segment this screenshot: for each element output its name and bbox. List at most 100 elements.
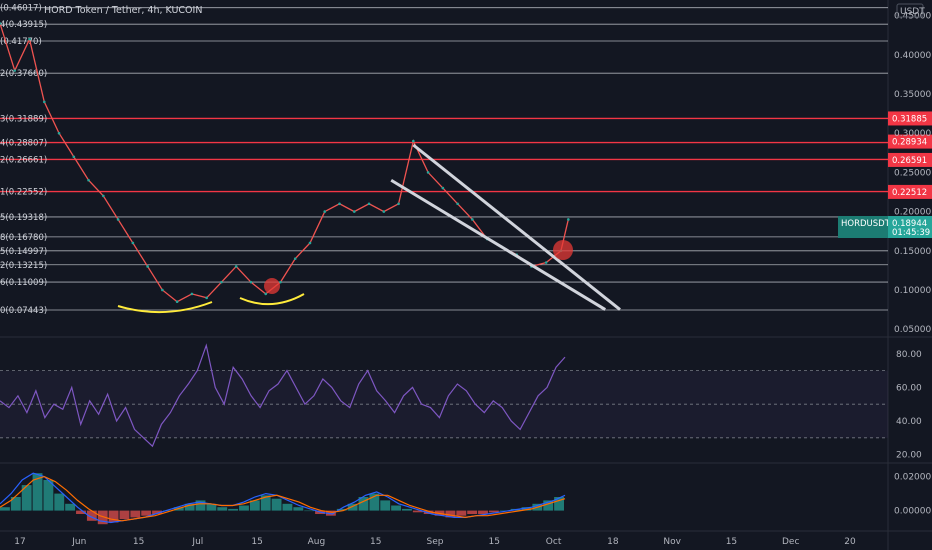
resistance-tag-label: 0.28934 (892, 138, 927, 148)
price-point (441, 186, 445, 190)
price-point (102, 194, 105, 198)
macd-histogram-bar (521, 507, 532, 511)
price-point (323, 210, 327, 213)
macd-histogram-bar (130, 510, 141, 518)
price-point (308, 241, 312, 245)
price-point (412, 139, 415, 143)
price-tick-label: 0.15000 (894, 247, 931, 257)
price-point (190, 292, 194, 296)
annotation-circle-oct (553, 240, 573, 260)
macd-histogram-bar (141, 510, 152, 516)
resistance-tag-bg (888, 184, 932, 199)
price-tick-label: 0.10000 (894, 286, 931, 296)
macd-histogram-bar (478, 510, 488, 514)
time-tick-label: Sep (427, 537, 444, 547)
price-point (131, 241, 135, 245)
support-arc-right (239, 293, 305, 306)
fib-level-label: 5(0.14997) (0, 247, 47, 257)
currency-box[interactable] (896, 3, 924, 18)
macd-histogram-bar (239, 505, 249, 511)
resistance-tag-bg (888, 152, 932, 167)
price-tag-value: 0.18944 (892, 219, 927, 229)
time-tick-label: 15 (251, 537, 262, 547)
current-price-tag: HORDUSDT 0.18944 01:45:39 (838, 216, 932, 238)
macd-histogram-bar (108, 510, 119, 523)
price-point (279, 280, 282, 284)
price-point (338, 202, 341, 206)
price-point (471, 218, 474, 221)
macd-histogram-bar (325, 510, 336, 516)
macd-histogram-bar (119, 510, 130, 520)
resistance-tag-label: 0.22512 (892, 188, 927, 198)
macd-histogram-bar (271, 498, 282, 511)
price-point (234, 265, 238, 268)
macd-histogram-bar (456, 510, 467, 516)
price-series-line (0, 23, 569, 303)
price-point (28, 37, 31, 41)
price-point (249, 280, 253, 284)
macd-histogram-bar (488, 510, 499, 513)
macd-histogram-bar (282, 503, 293, 511)
macd-signal-line (0, 475, 566, 522)
macd-histogram-bar (21, 485, 32, 511)
fib-level-label: 4(0.43915) (0, 20, 47, 30)
macd-tick-label: 0.00000 (894, 507, 931, 517)
currency-label: USDT (900, 7, 925, 17)
resistance-tag-bg (888, 111, 932, 126)
price-point (146, 265, 149, 268)
fib-level-label: 4(0.28807) (0, 139, 47, 149)
price-tick-label: 0.25000 (894, 168, 931, 178)
macd-histogram-bar (152, 510, 162, 514)
price-point (567, 218, 570, 221)
price-point (175, 300, 179, 304)
rsi-tick-label: 40.00 (896, 417, 922, 427)
price-point (220, 280, 223, 284)
fib-level-label: 2(0.13215) (0, 261, 47, 271)
macd-histogram-bar (97, 510, 108, 525)
rsi-line (0, 343, 566, 448)
symbol-tag-text: HORDUSDT (841, 219, 891, 229)
price-tick-label: 0.40000 (894, 51, 931, 61)
time-tick-label: Aug (308, 537, 326, 547)
price-point (42, 100, 46, 104)
time-tick-label: Oct (546, 537, 562, 547)
fib-level-label: 8(0.16780) (0, 233, 47, 243)
price-tag-countdown: 01:45:39 (892, 228, 930, 238)
channel-line (390, 178, 607, 311)
macd-histogram-bar (65, 503, 76, 511)
rsi-tick-label: 60.00 (896, 383, 922, 393)
macd-histogram-bar (293, 507, 304, 511)
macd-histogram-bar (206, 503, 217, 511)
macd-histogram-bar (184, 503, 195, 511)
macd-histogram-bar (412, 510, 423, 513)
price-point (456, 202, 459, 206)
price-point (426, 171, 430, 174)
resistance-tag-bg (888, 134, 932, 149)
channel-line (412, 143, 621, 311)
macd-histogram-bar (0, 507, 10, 511)
fib-level-label: 1(0.22552) (0, 188, 47, 198)
fib-level-label: (0.46017) (0, 4, 42, 14)
macd-histogram-bar (162, 510, 173, 512)
macd-histogram-bar (554, 497, 564, 511)
resistance-tag-label: 0.31885 (892, 114, 927, 124)
macd-histogram-bar (228, 508, 239, 511)
time-tick-label: 15 (370, 537, 381, 547)
resistance-tag-label: 0.26591 (892, 156, 927, 166)
macd-histogram-bar (336, 508, 347, 511)
macd-histogram-bar (260, 495, 271, 511)
fib-level-label: 0(0.07443) (0, 306, 47, 316)
macd-histogram-bar (76, 510, 86, 514)
macd-histogram-bar (391, 505, 402, 511)
macd-histogram-bar (54, 493, 65, 511)
price-point (367, 202, 371, 206)
macd-histogram-bar (43, 480, 54, 511)
macd-histogram-bar (402, 508, 412, 511)
macd-histogram-bar (32, 473, 43, 511)
macd-histogram-bar (195, 500, 206, 511)
macd-histogram-bar (380, 500, 391, 511)
price-point (293, 257, 297, 260)
